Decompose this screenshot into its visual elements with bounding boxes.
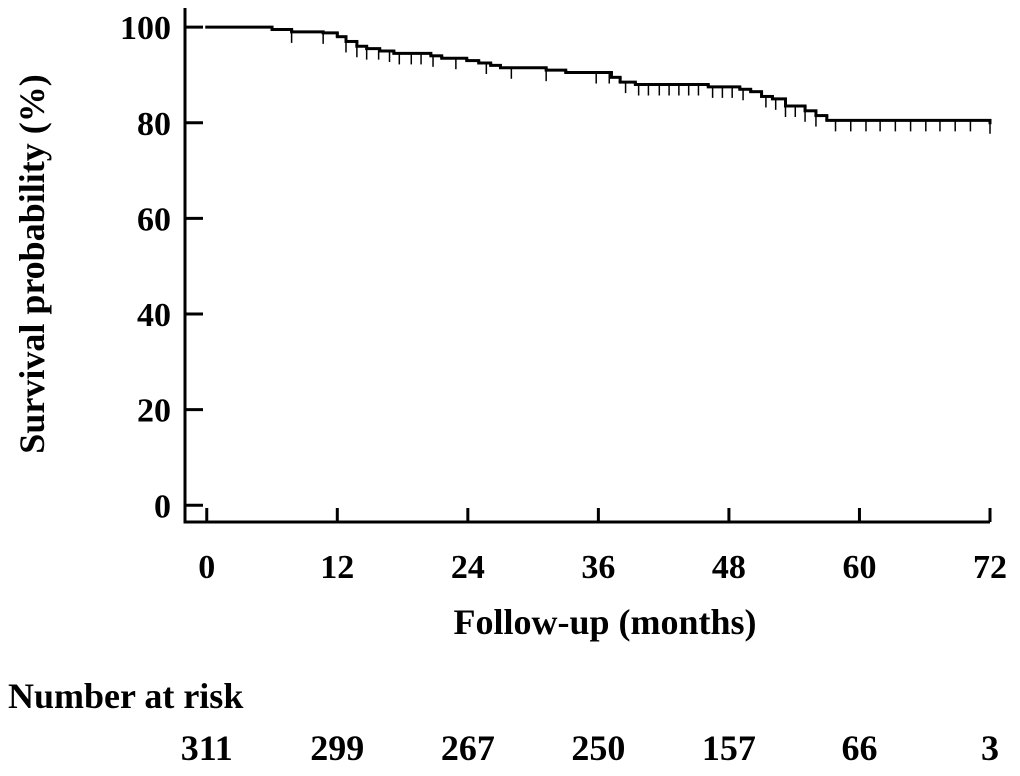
x-tick-label: 36 bbox=[581, 549, 615, 586]
y-tick-label: 0 bbox=[154, 488, 171, 525]
risk-value: 250 bbox=[571, 728, 625, 768]
y-tick-label: 100 bbox=[120, 10, 171, 47]
x-tick-label: 60 bbox=[842, 549, 876, 586]
x-axis-label: Follow-up (months) bbox=[453, 602, 756, 642]
y-tick-label: 80 bbox=[137, 106, 171, 143]
x-tick-label: 48 bbox=[712, 549, 746, 586]
y-tick-label: 40 bbox=[137, 297, 171, 334]
risk-value: 311 bbox=[181, 728, 233, 768]
x-tick-label: 24 bbox=[451, 549, 485, 586]
risk-value: 267 bbox=[441, 728, 495, 768]
risk-table-title: Number at risk bbox=[8, 676, 243, 716]
x-tick-label: 0 bbox=[198, 549, 215, 586]
y-axis-label: Survival probability (%) bbox=[12, 74, 52, 453]
risk-value: 66 bbox=[841, 728, 877, 768]
x-tick-label: 72 bbox=[973, 549, 1007, 586]
x-tick-label: 12 bbox=[320, 549, 354, 586]
y-tick-label: 20 bbox=[137, 393, 171, 430]
y-tick-label: 60 bbox=[137, 201, 171, 238]
risk-value: 157 bbox=[702, 728, 756, 768]
risk-value: 299 bbox=[310, 728, 364, 768]
risk-value: 3 bbox=[981, 728, 999, 768]
